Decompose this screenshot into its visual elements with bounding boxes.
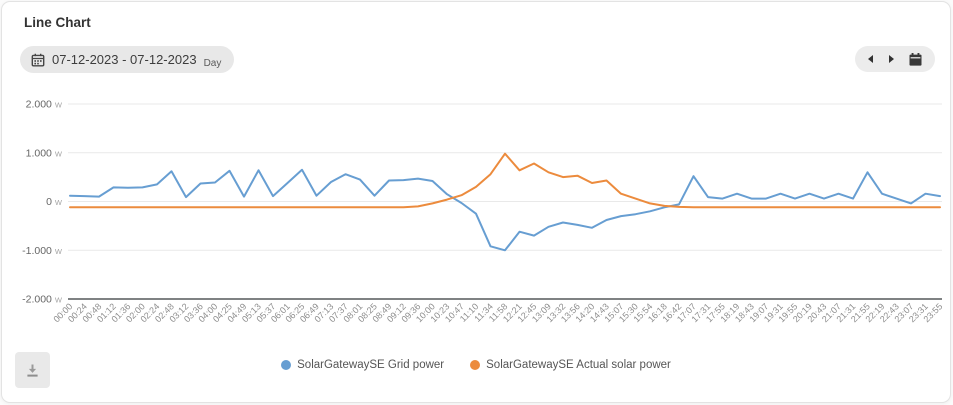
date-range-label: 07-12-2023 - 07-12-2023 <box>52 52 197 67</box>
calendar-solid-icon <box>909 52 922 66</box>
legend-item[interactable]: SolarGatewaySE Actual solar power <box>470 359 671 371</box>
period-label: Day <box>203 58 222 69</box>
calendar-icon <box>31 53 45 67</box>
y-tick-label: -2.000 W <box>22 294 63 306</box>
date-range-button[interactable]: 07-12-2023 - 07-12-2023 Day <box>20 46 235 73</box>
y-tick-label: 1.000 W <box>26 147 63 159</box>
legend-item[interactable]: SolarGatewaySE Grid power <box>281 359 444 371</box>
legend-label: SolarGatewaySE Actual solar power <box>486 359 671 371</box>
chevron-right-icon <box>888 55 894 63</box>
legend-dot-icon <box>470 360 481 370</box>
y-tick-label: -1.000 W <box>22 245 63 257</box>
chart-legend: SolarGatewaySE Grid power SolarGatewaySE … <box>2 359 950 371</box>
download-icon <box>24 362 41 379</box>
chevron-left-icon <box>867 55 873 63</box>
next-period-button[interactable] <box>886 53 897 65</box>
page-title: Line Chart <box>24 15 91 30</box>
legend-dot-icon <box>281 360 292 370</box>
date-nav-toolbar <box>855 46 935 72</box>
legend-label: SolarGatewaySE Grid power <box>297 359 445 371</box>
line-chart[interactable]: 2.000 W1.000 W0 W-1.000 W-2.000 W00:0000:2400… <box>2 2 951 347</box>
calendar-picker-button[interactable] <box>906 51 925 68</box>
download-button[interactable] <box>15 352 50 388</box>
y-tick-label: 2.000 W <box>26 99 63 111</box>
series-line <box>69 152 941 209</box>
series-line <box>69 168 941 252</box>
prev-period-button[interactable] <box>865 53 876 65</box>
